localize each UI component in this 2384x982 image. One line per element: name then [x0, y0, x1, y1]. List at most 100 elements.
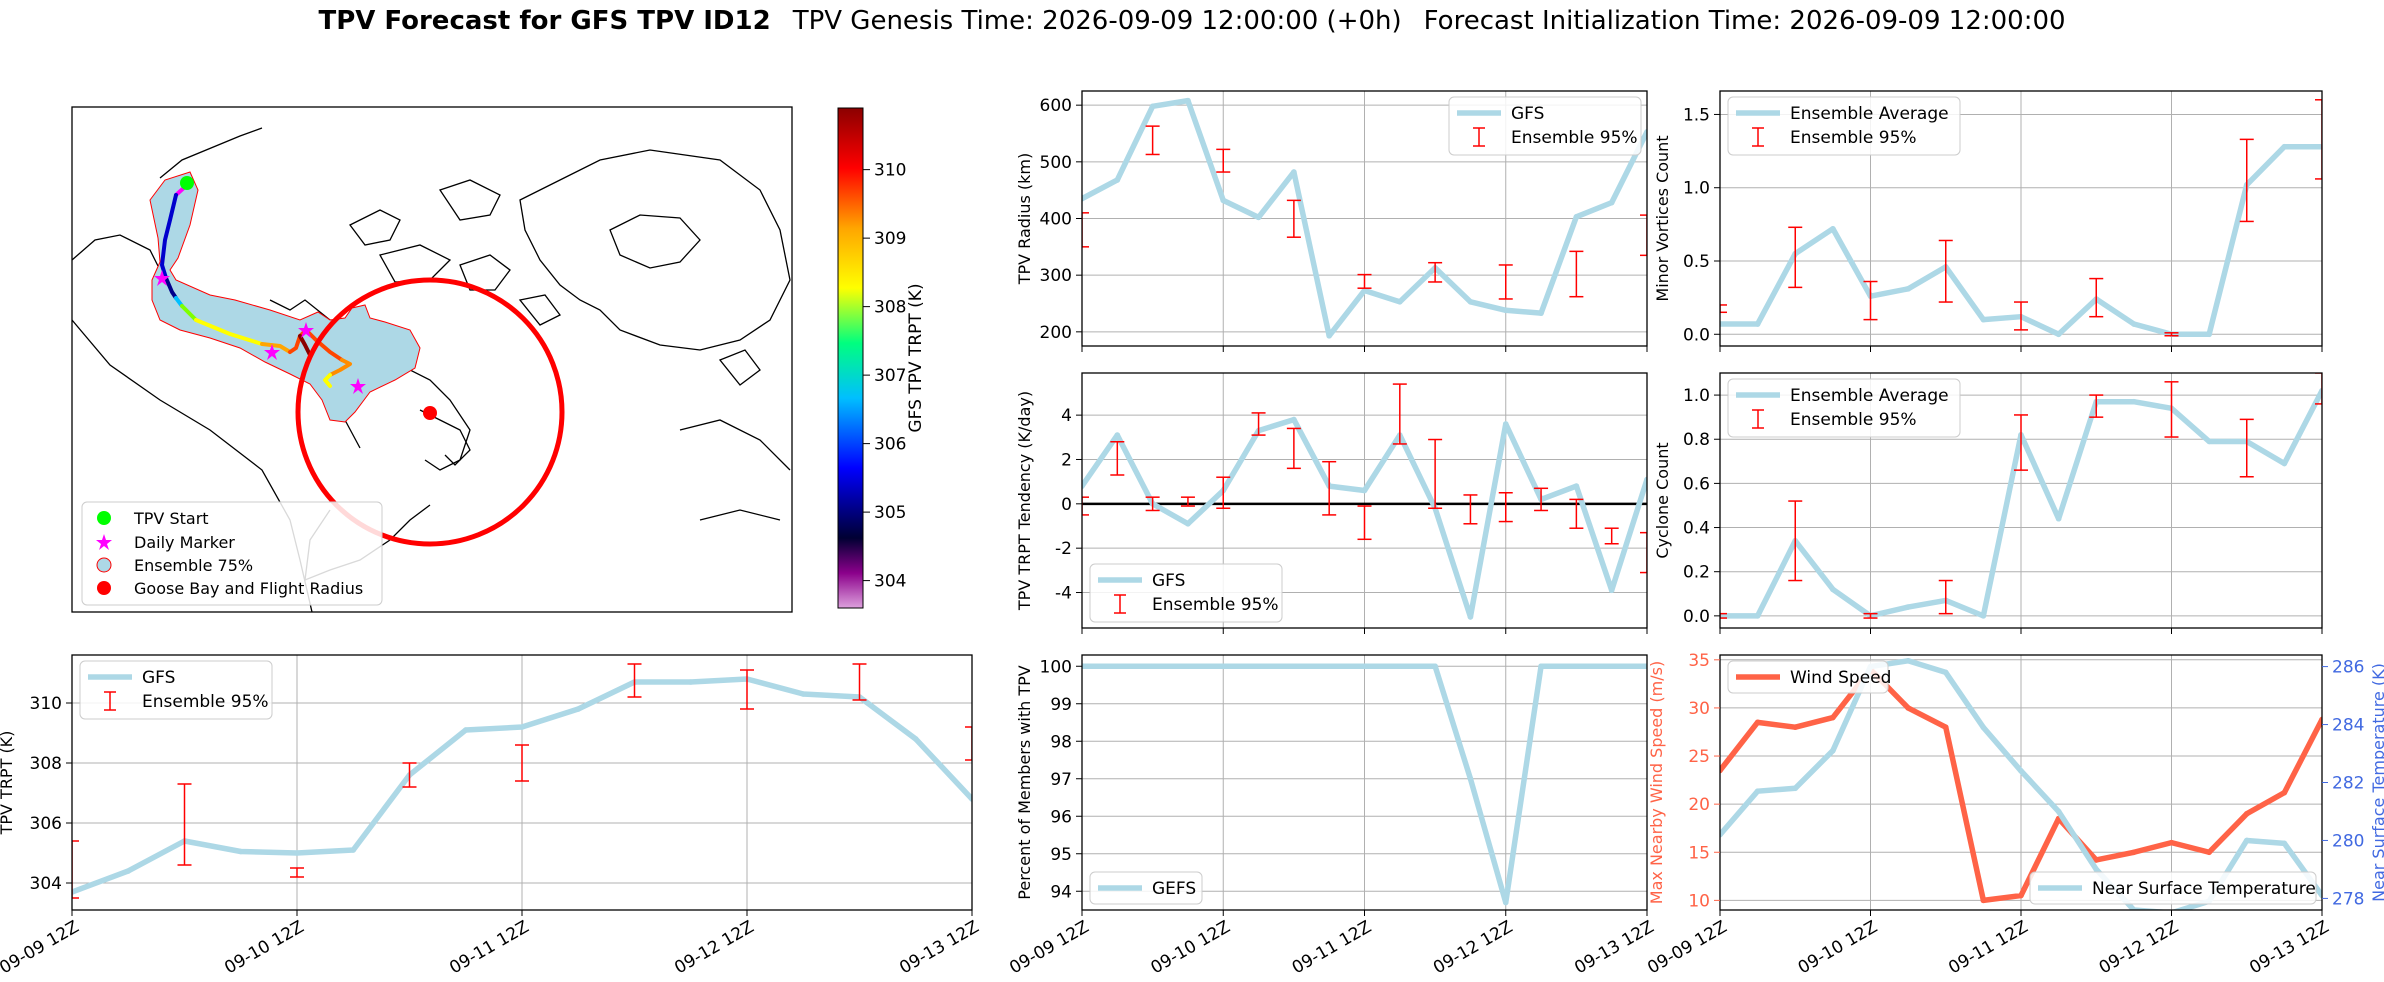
series-point	[1114, 432, 1121, 438]
series-point	[2243, 810, 2250, 817]
series-point	[1291, 169, 1297, 175]
series-point	[1830, 747, 1836, 754]
series-point	[1255, 663, 1262, 670]
legend-label: Ensemble 95%	[1511, 128, 1638, 148]
series-point	[1082, 483, 1085, 489]
series-point	[2131, 849, 2137, 856]
legend-label: GFS	[142, 668, 175, 688]
series-point	[1502, 899, 1509, 906]
series-point	[1942, 724, 1949, 730]
xtick-label: 09-12 12Z	[1430, 917, 1516, 978]
colorbar-tick-label: 307	[874, 366, 906, 386]
chart-wind_temp: 10 15 20 25 30 35 278 280 282 284 286 09-09 12Z 09-1…	[1644, 651, 2384, 979]
colorbar-ticks: 304 305 306 307 308 309 310	[863, 161, 906, 592]
plot-area	[1082, 383, 1647, 620]
ytick-right-label: 280	[2332, 831, 2364, 851]
legend-label: GEFS	[1152, 879, 1196, 899]
series-point	[1397, 663, 1403, 670]
ylabel-left: Max Nearby Wind Speed (m/s)	[1647, 661, 1666, 904]
series-point	[2319, 892, 2322, 899]
series-point	[1754, 321, 1761, 327]
chart-tendency: -4 -2 0 2 4 TPV TRPT Tendency (K/day) GFS Ensem…	[1015, 372, 1648, 634]
map-legend-label-3: Goose Bay and Flight Radius	[134, 579, 363, 598]
series-point	[1573, 214, 1580, 220]
xtick-label: 09-13 12Z	[2246, 917, 2332, 978]
series-point	[1644, 663, 1647, 670]
legend-box	[2029, 871, 2317, 905]
xtick-label: 09-09 12Z	[0, 917, 83, 978]
series-point	[2131, 907, 2137, 910]
xtick-label: 09-12 12Z	[2096, 917, 2182, 978]
ytick-label: 308	[30, 754, 62, 774]
series-point	[912, 736, 919, 742]
ensemble-75-area	[149, 171, 421, 423]
series-point	[1905, 604, 1911, 610]
series-point	[1792, 785, 1799, 792]
ylabel: Cyclone Count	[1653, 442, 1672, 558]
series-point	[2131, 321, 2137, 327]
ytick-label: 0.8	[1683, 430, 1710, 450]
series-point	[1830, 586, 1836, 593]
xtick-label: 09-10 12Z	[1795, 917, 1881, 978]
series-point	[2018, 768, 2024, 774]
legend-box	[1727, 378, 1961, 438]
plot-area	[1720, 373, 2322, 619]
ytick-label: 96	[1050, 807, 1072, 827]
series-point	[1361, 663, 1368, 670]
title-bold: TPV Forecast for GFS TPV ID12	[318, 6, 771, 36]
ytick-label: 0.5	[1683, 252, 1710, 272]
legend: GFS Ensemble 95%	[79, 660, 273, 720]
map-frame	[71, 106, 793, 613]
series-point	[1538, 663, 1544, 670]
series-point	[2168, 839, 2175, 846]
series-point	[1149, 103, 1156, 110]
legend: Wind Speed Near Surface Temperature	[1727, 660, 2317, 905]
chart-minor: 0.0 0.5 1.0 1.5 Minor Vortices Count Ensemble…	[1653, 90, 2323, 352]
series-point	[1291, 663, 1297, 670]
legend: Ensemble Average Ensemble 95%	[1727, 378, 1961, 438]
legend-label: Wind Speed	[1790, 668, 1891, 688]
ytick-right-label: 284	[2332, 716, 2364, 736]
series-point	[1830, 225, 1836, 232]
chart-radius: 200 300 400 500 600 TPV Radius (km) GFS Ensembl…	[1015, 90, 1648, 352]
plot-area	[1082, 663, 1647, 906]
map-panel: TPV Start Daily Marker Ensemble 75% Goos…	[71, 106, 926, 613]
ytick-label: 10	[1688, 891, 1710, 911]
legend-label: GFS	[1511, 104, 1544, 124]
ytick-label: 1.0	[1683, 386, 1710, 406]
lightblue-patch-icon	[96, 557, 112, 573]
ytick-label: 98	[1050, 732, 1072, 752]
series-point	[2131, 398, 2137, 405]
legend-label: Ensemble 95%	[1152, 595, 1279, 615]
ylabel: Percent of Members with TPV	[1015, 665, 1034, 899]
xtick-label: 09-11 12Z	[1289, 917, 1375, 978]
series-point	[1082, 195, 1085, 202]
colorbar-tick-label: 310	[874, 161, 906, 181]
series-point	[1255, 214, 1262, 221]
map-legend-label-2: Ensemble 75%	[134, 556, 253, 575]
series-point	[1905, 705, 1911, 711]
ylabel: TPV TRPT Tendency (K/day)	[1015, 391, 1034, 611]
series-point	[1361, 287, 1368, 294]
legend: GFS Ensemble 95%	[1448, 96, 1642, 156]
ytick-label: 0.2	[1683, 563, 1710, 583]
series-point	[1830, 714, 1836, 721]
legend-label: Ensemble 95%	[1790, 128, 1917, 148]
series-point	[1467, 299, 1474, 305]
ytick-label: 4	[1061, 406, 1072, 426]
legend-label: Ensemble 95%	[142, 692, 269, 712]
legend-box	[1089, 871, 1203, 905]
series-point	[2206, 331, 2212, 338]
map-legend-label-0: TPV Start	[133, 509, 209, 528]
series-point	[2055, 808, 2062, 815]
series-point	[2281, 143, 2288, 150]
figure-title: TPV Forecast for GFS TPV ID12 TPV Genesis…	[0, 6, 2384, 36]
series-point	[800, 691, 807, 697]
ytick-label: 99	[1050, 695, 1072, 715]
series-point	[462, 727, 469, 733]
series-point	[1114, 177, 1121, 183]
ylabel: TPV TRPT (K)	[0, 731, 16, 836]
series-point	[519, 724, 525, 730]
series-point	[1754, 613, 1761, 619]
xtick-label: 09-11 12Z	[446, 917, 532, 978]
